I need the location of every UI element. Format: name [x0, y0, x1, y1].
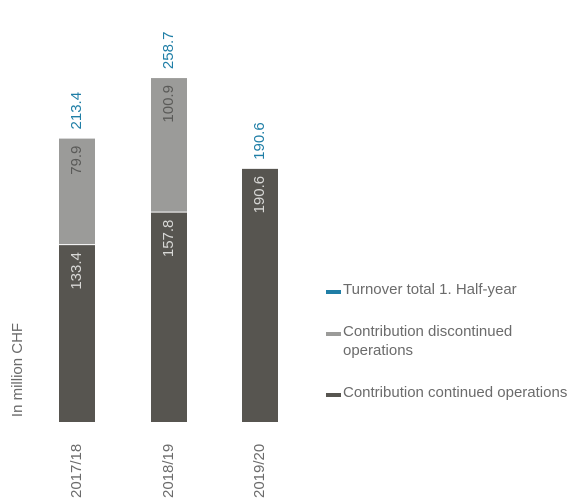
- value-label: 133.4: [68, 252, 85, 290]
- bar-segment: [59, 138, 95, 245]
- total-label: 190.6: [251, 122, 268, 160]
- bar-segment: [151, 78, 187, 212]
- legend-label: Contribution discontinued operations: [343, 323, 513, 359]
- legend-label: Contribution continued operations: [343, 384, 568, 401]
- value-label: 79.9: [68, 146, 85, 175]
- legend-item: Contribution continued operations: [326, 383, 571, 402]
- legend-item: Turnover total 1. Half-year: [326, 280, 571, 299]
- legend-item: Contribution discontinued operations: [326, 322, 571, 360]
- total-label: 258.7: [160, 32, 177, 70]
- legend-swatch: [326, 332, 341, 336]
- x-tick-label: 2018/19: [160, 444, 177, 498]
- bar-segment: [59, 245, 95, 422]
- legend: Turnover total 1. Half-year Contribution …: [326, 280, 571, 425]
- total-label: 213.4: [68, 92, 85, 130]
- bar-segment: [151, 212, 187, 422]
- x-tick-label: 2019/20: [251, 444, 268, 498]
- bar-segment: [242, 168, 278, 422]
- y-axis-label: In million CHF: [9, 323, 26, 417]
- value-label: 190.6: [251, 176, 268, 214]
- x-tick-label: 2017/18: [68, 444, 85, 498]
- value-label: 100.9: [160, 85, 177, 123]
- legend-swatch: [326, 393, 341, 397]
- value-label: 157.8: [160, 220, 177, 258]
- legend-swatch: [326, 290, 341, 294]
- legend-label: Turnover total 1. Half-year: [343, 281, 517, 298]
